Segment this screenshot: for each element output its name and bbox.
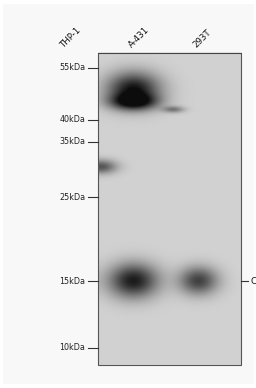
Text: 55kDa: 55kDa: [59, 63, 85, 72]
Bar: [98, 53, 241, 365]
Text: THP-1: THP-1: [59, 25, 83, 50]
Text: CXCL9: CXCL9: [251, 277, 256, 286]
Text: 10kDa: 10kDa: [59, 343, 85, 352]
Text: 25kDa: 25kDa: [59, 193, 85, 202]
Text: 15kDa: 15kDa: [59, 277, 85, 286]
Text: 40kDa: 40kDa: [59, 116, 85, 125]
Text: A-431: A-431: [127, 25, 151, 50]
Text: 293T: 293T: [192, 28, 214, 50]
Text: 35kDa: 35kDa: [59, 137, 85, 146]
